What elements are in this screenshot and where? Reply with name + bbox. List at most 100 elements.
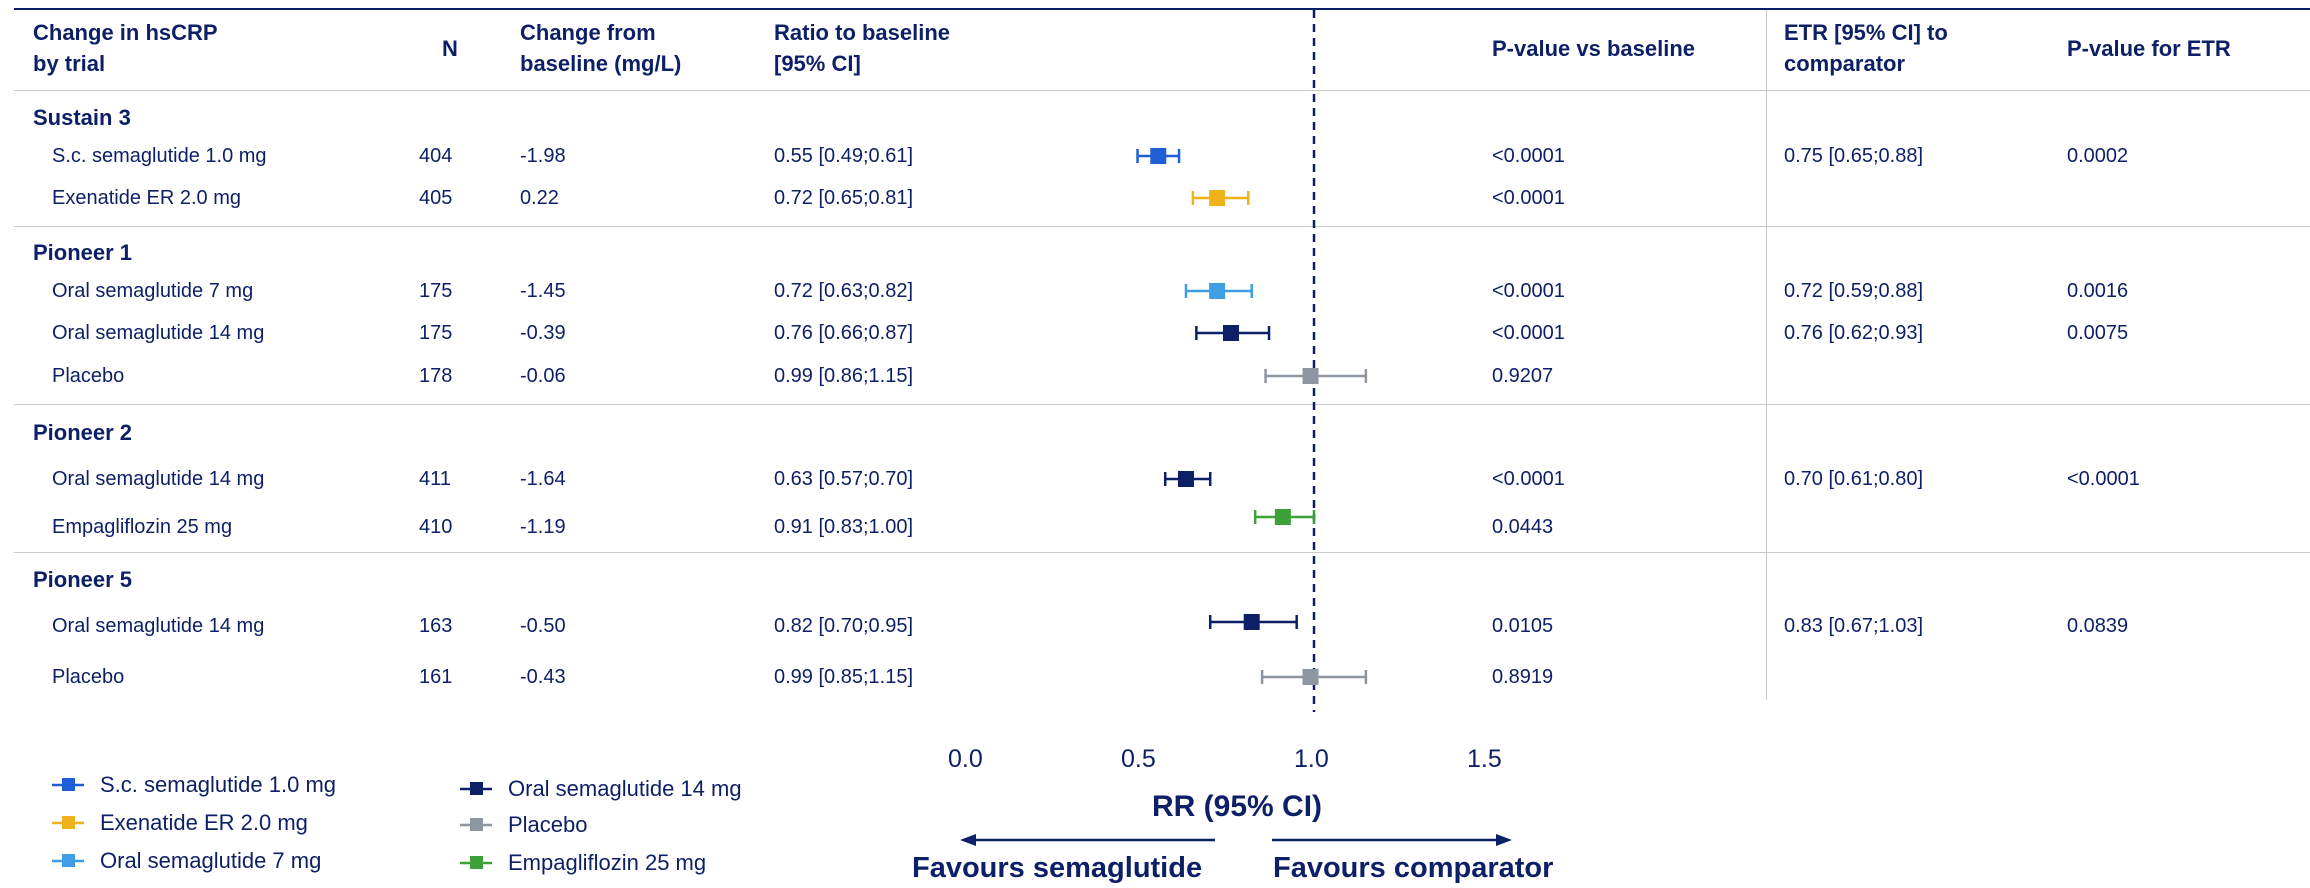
row-etr: 0.72 [0.59;0.88] [1784,280,1924,302]
ci-point-1 [1136,148,1181,164]
row-etr: 0.76 [0.62;0.93] [1784,322,1924,344]
row-change: -0.39 [520,322,566,344]
row-ratio: 0.91 [0.83;1.00] [774,516,914,538]
row-ratio: 0.72 [0.65;0.81] [774,187,914,209]
row-label: Placebo [52,666,125,688]
favours-semaglutide-label: Favours semaglutide [912,852,1203,884]
legend-swatch-icon [52,854,84,867]
group-title-pioneer5: Pioneer 5 [33,567,133,592]
legend-label: Exenatide ER 2.0 mg [100,810,308,835]
x-tick-0: 0.0 [948,745,983,773]
row-n: 410 [419,516,453,538]
row-label: Exenatide ER 2.0 mg [52,187,241,209]
point-estimate [1222,325,1239,341]
row-petr: 0.0075 [2067,322,2129,344]
row-ratio: 0.63 [0.57;0.70] [774,468,914,490]
legend-swatch-icon [52,778,84,791]
header-trial: Change in hsCRP by trial [33,17,218,79]
point-estimate [1302,368,1319,384]
row-change: 0.22 [520,187,559,209]
row-etr: 0.75 [0.65;0.88] [1784,145,1924,167]
header-trial-line1: Change in hsCRP [33,20,218,45]
row-petr: 0.0016 [2067,280,2129,302]
header-ratio: Ratio to baseline [95% CI] [774,17,950,79]
legend-label: S.c. semaglutide 1.0 mg [100,772,337,797]
favours-comparator-label: Favours comparator [1273,852,1554,884]
row-change: -1.19 [520,516,566,538]
row-change: -1.64 [520,468,566,490]
favours-arrows [960,834,1512,846]
row-ratio: 0.99 [0.86;1.15] [774,365,914,387]
legend-swatch-icon [460,782,492,795]
header-petr: P-value for ETR [2067,36,2231,61]
row-ratio: 0.72 [0.63;0.82] [774,280,914,302]
header-change-line2: baseline (mg/L) [520,51,682,76]
ci-point-4 [1195,325,1271,341]
header-change-line1: Change from [520,20,656,45]
header-change: Change from baseline (mg/L) [520,17,681,79]
row-pvalue: <0.0001 [1492,145,1565,167]
point-estimate [1274,509,1291,525]
row-pvalue: <0.0001 [1492,322,1565,344]
x-tick-3: 1.5 [1467,745,1502,773]
row-n: 175 [419,280,453,302]
separator-header [14,90,2310,91]
ci-point-8 [1208,614,1298,630]
row-label: S.c. semaglutide 1.0 mg [52,145,267,167]
row-pvalue: 0.8919 [1492,666,1554,688]
row-n: 163 [419,615,453,637]
row-ratio: 0.82 [0.70;0.95] [774,615,914,637]
row-change: -0.06 [520,365,566,387]
header-etr: ETR [95% CI] to comparator [1784,17,1948,79]
row-label: Oral semaglutide 7 mg [52,280,254,302]
row-etr: 0.70 [0.61;0.80] [1784,468,1924,490]
legend-label: Empagliflozin 25 mg [508,850,707,875]
point-estimate [1302,669,1319,685]
row-petr: 0.0002 [2067,145,2129,167]
x-axis-title: RR (95% CI) [1152,790,1323,823]
row-change: -0.50 [520,615,566,637]
ci-point-3 [1184,283,1253,299]
row-n: 404 [419,145,453,167]
point-estimate [1150,148,1167,164]
group-title-pioneer2: Pioneer 2 [33,420,133,445]
row-label: Placebo [52,365,125,387]
point-estimate [1177,471,1194,487]
row-pvalue: <0.0001 [1492,468,1565,490]
ci-point-9 [1260,669,1368,685]
row-label: Empagliflozin 25 mg [52,516,233,538]
legend-label: Placebo [508,812,588,837]
header-trial-line2: by trial [33,51,106,76]
row-label: Oral semaglutide 14 mg [52,322,265,344]
row-pvalue: 0.0105 [1492,615,1554,637]
x-tick-1: 0.5 [1121,745,1156,773]
row-ratio: 0.99 [0.85;1.15] [774,666,914,688]
legend-label: Oral semaglutide 14 mg [508,776,742,801]
group-title-pioneer1: Pioneer 1 [33,240,133,265]
separator-etr-column [1766,10,1767,700]
row-pvalue: 0.9207 [1492,365,1554,387]
row-n: 411 [419,468,451,490]
ci-point-2 [1191,190,1250,206]
row-change: -0.43 [520,666,566,688]
ci-point-7 [1253,509,1316,525]
header-etr-line1: ETR [95% CI] to [1784,20,1948,45]
row-ratio: 0.76 [0.66;0.87] [774,322,914,344]
header-ratio-line1: Ratio to baseline [774,20,951,45]
x-tick-2: 1.0 [1294,745,1329,773]
row-ratio: 0.55 [0.49;0.61] [774,145,914,167]
row-change: -1.98 [520,145,566,167]
row-label: Oral semaglutide 14 mg [52,615,265,637]
separator-sustain3 [14,226,2310,227]
header-n: N [442,36,458,61]
top-rule [14,8,2310,10]
point-estimate [1209,190,1226,206]
ci-point-5 [1264,368,1368,384]
row-petr: <0.0001 [2067,468,2140,490]
row-pvalue: <0.0001 [1492,280,1565,302]
separator-pioneer2 [14,552,2310,553]
legend-swatch-icon [460,856,492,869]
ci-point-6 [1163,471,1212,487]
row-n: 161 [419,666,453,688]
